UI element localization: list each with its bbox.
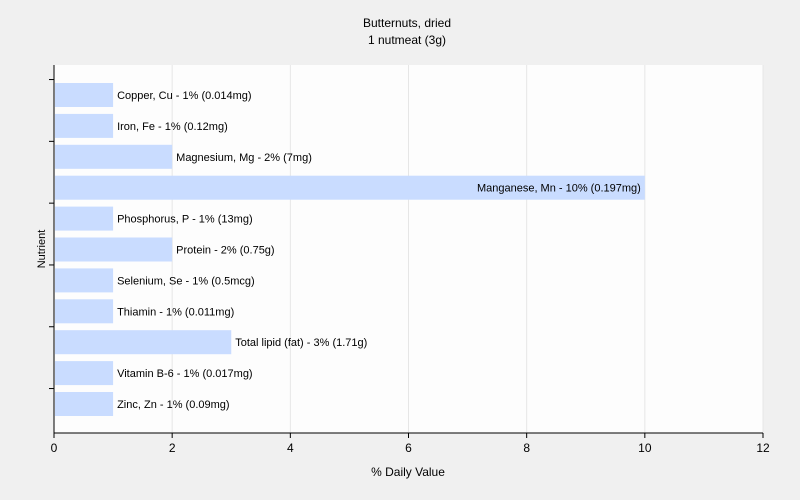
bar-label: Protein - 2% (0.75g) (176, 245, 274, 257)
bar-label: Phosphorus, P - 1% (13mg) (117, 214, 253, 226)
bar (55, 144, 173, 169)
bar (55, 237, 173, 262)
y-axis-label: Nutrient (36, 230, 48, 269)
bar-labels: Copper, Cu - 1% (0.014mg) Iron, Fe - 1% (… (117, 90, 641, 411)
chart-subtitle: 1 nutmeat (3g) (368, 33, 446, 47)
x-tick-label: 10 (638, 441, 652, 455)
bar-label: Copper, Cu - 1% (0.014mg) (117, 90, 252, 102)
x-tick-label: 8 (523, 441, 530, 455)
bar (55, 206, 114, 231)
x-tick-label: 4 (287, 441, 294, 455)
bar (55, 299, 114, 324)
bars (55, 83, 645, 416)
bar-label: Total lipid (fat) - 3% (1.71g) (235, 337, 367, 349)
bar-label: Vitamin B-6 - 1% (0.017mg) (117, 368, 253, 380)
bar-label: Manganese, Mn - 10% (0.197mg) (477, 183, 641, 195)
x-tick-label: 0 (51, 441, 58, 455)
bar (55, 83, 114, 107)
bar (55, 392, 114, 416)
x-axis-ticks: 0 2 4 6 8 10 12 (51, 433, 770, 455)
chart-title: Butternuts, dried (363, 16, 451, 30)
bar-label: Selenium, Se - 1% (0.5mcg) (117, 275, 255, 287)
bar-label: Zinc, Zn - 1% (0.09mg) (117, 399, 229, 411)
bar (55, 330, 232, 355)
bar-label: Magnesium, Mg - 2% (7mg) (176, 152, 312, 164)
bar (55, 113, 114, 138)
bar-label: Thiamin - 1% (0.011mg) (117, 306, 234, 318)
bar (55, 361, 114, 386)
x-tick-label: 12 (756, 441, 770, 455)
bar (55, 175, 645, 200)
bar (55, 268, 114, 293)
bar-label: Iron, Fe - 1% (0.12mg) (117, 121, 228, 133)
x-axis-label: % Daily Value (371, 465, 445, 479)
x-tick-label: 2 (169, 441, 176, 455)
gridlines (171, 65, 764, 433)
y-axis-ticks (49, 79, 54, 390)
x-tick-label: 6 (405, 441, 412, 455)
